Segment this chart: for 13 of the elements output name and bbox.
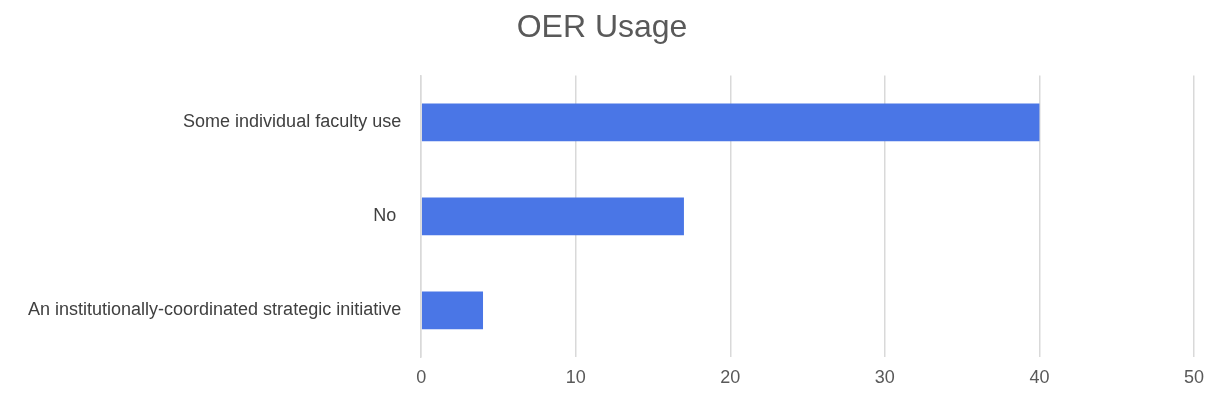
y-tick-label: Some individual faculty use xyxy=(183,111,402,132)
x-tick-label: 40 xyxy=(1029,367,1050,388)
y-tick-label: No xyxy=(373,205,402,226)
x-tick-label: 30 xyxy=(874,367,895,388)
chart-title: OER Usage xyxy=(516,8,688,45)
x-tick-label: 50 xyxy=(1183,367,1204,388)
x-tick-label: 10 xyxy=(565,367,586,388)
bar xyxy=(421,103,1040,142)
bar xyxy=(421,291,484,330)
y-tick-label: An institutionally-coordinated strategic initiative xyxy=(27,299,402,320)
x-tick-label: 0 xyxy=(416,367,427,388)
x-tick-label: 20 xyxy=(720,367,741,388)
bar xyxy=(421,197,684,236)
